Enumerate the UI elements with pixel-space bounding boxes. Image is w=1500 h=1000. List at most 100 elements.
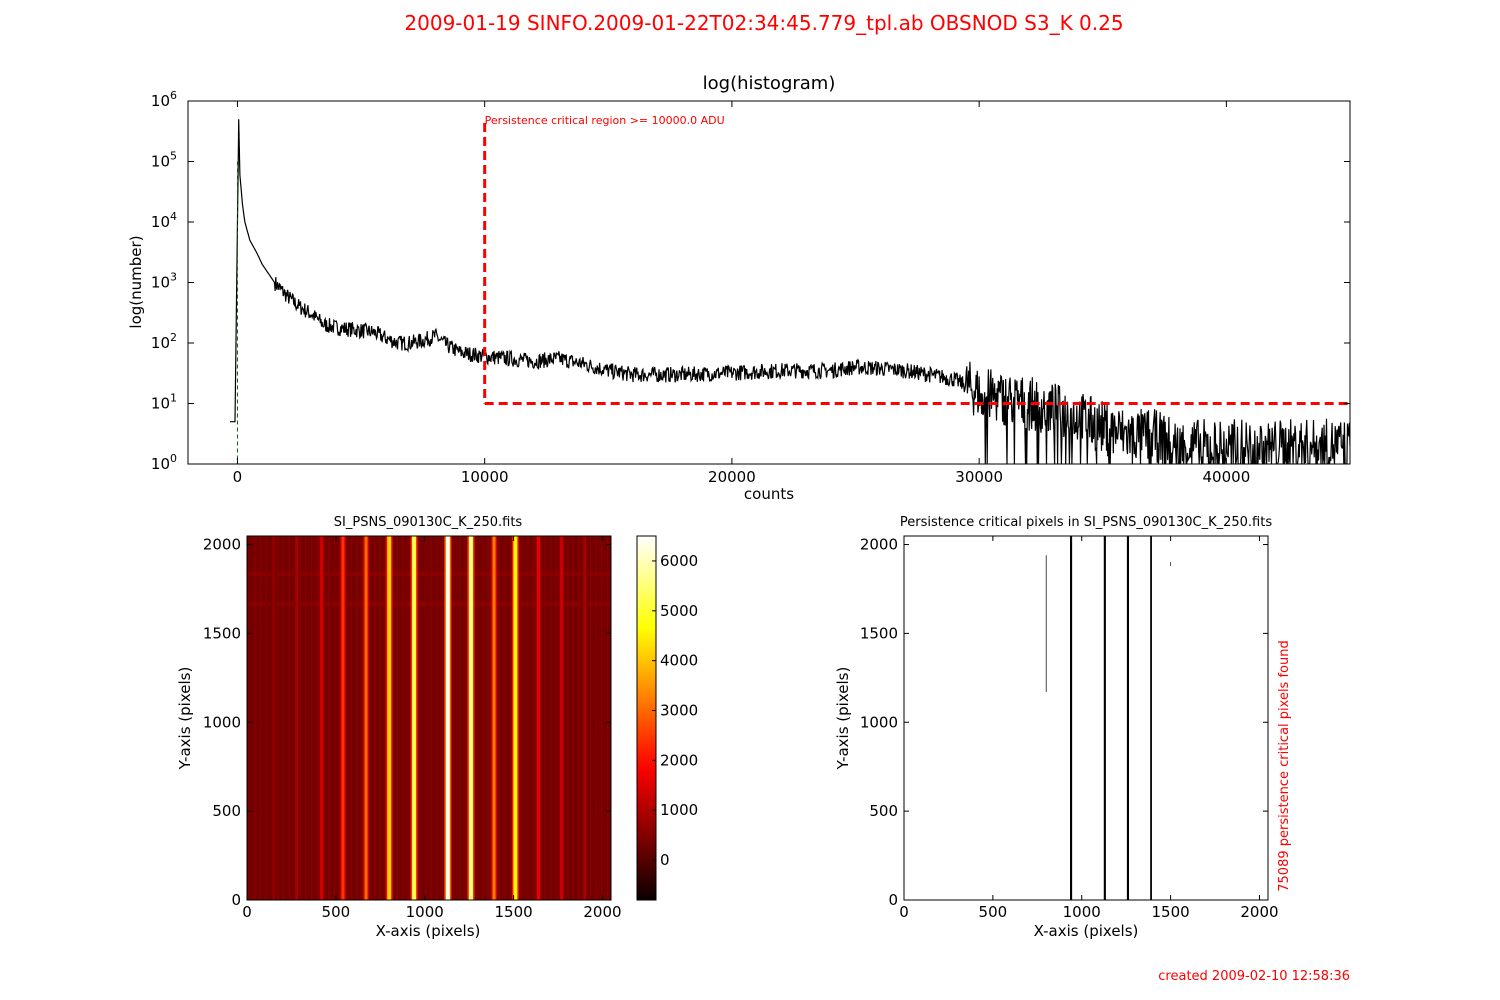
colorbar-tick-label: 3000: [660, 702, 698, 720]
faint-column: [328, 536, 330, 900]
faint-column: [356, 536, 358, 900]
x-tick-label: 30000: [955, 468, 1003, 486]
y-tick-label: 500: [869, 802, 898, 820]
faint-column: [276, 536, 279, 900]
colorbar-tick-label: 1000: [660, 801, 698, 819]
faint-column: [544, 536, 546, 900]
faint-column: [555, 536, 558, 900]
colorbar-tick-label: 4000: [660, 652, 698, 670]
faint-column: [578, 536, 580, 900]
faint-column: [384, 536, 387, 900]
bright-column: [560, 536, 564, 900]
faint-column: [419, 536, 421, 900]
bright-column: [341, 536, 345, 900]
faint-column: [453, 536, 455, 900]
faint-column: [481, 536, 484, 900]
faint-column: [265, 536, 267, 900]
plot-frame: [903, 535, 1269, 901]
faint-column: [254, 536, 256, 900]
bright-column: [295, 536, 299, 900]
critical-title: Persistence critical pixels in SI_PSNS_0…: [900, 515, 1272, 530]
y-tick-label: 101: [151, 392, 177, 413]
bright-column: [364, 536, 368, 900]
x-tick-label: 10000: [461, 468, 509, 486]
histogram-ylabel: log(number): [127, 235, 145, 328]
y-tick-label: 1500: [203, 624, 241, 642]
y-tick-label: 1500: [860, 624, 898, 642]
faint-column: [299, 536, 302, 900]
image-plot-area: 00 500 500 1000 1000 1500 1500 2000 2000: [203, 535, 622, 921]
image-panel: SI_PSNS_090130C_K_250.fits X-axis (pixel…: [176, 515, 698, 940]
y-tick-label: 106: [151, 89, 177, 110]
x-tick-label: 0: [233, 468, 243, 486]
faint-column: [521, 536, 523, 900]
faint-column: [475, 536, 478, 900]
faint-column: [373, 536, 376, 900]
figure-title: 2009-01-19 SINFO.2009-01-22T02:34:45.779…: [404, 11, 1123, 35]
critical-xlabel: X-axis (pixels): [1034, 922, 1139, 940]
histogram-plot-area: Persistence critical region >= 10000.0 A…: [151, 89, 1351, 486]
faint-column: [305, 536, 307, 900]
colorbar-tick-label: 2000: [660, 751, 698, 769]
critical-plot-area: 00 500 500 1000 1000 1500 1500 2000 2000: [860, 535, 1279, 921]
colorbar: 0 1000 2000 3000 4000 5000 6000: [636, 535, 698, 901]
y-tick-label: 2000: [860, 536, 898, 554]
faint-column: [282, 536, 285, 900]
bright-column: [272, 536, 276, 900]
faint-column: [259, 536, 262, 900]
faint-column: [572, 536, 575, 900]
faint-column: [396, 536, 398, 900]
faint-column: [589, 536, 592, 900]
faint-column: [498, 536, 501, 900]
y-tick-label: 104: [151, 210, 177, 231]
critical-ylabel: Y-axis (pixels): [834, 667, 852, 771]
horizontal-band: [247, 602, 611, 606]
bright-column: [468, 536, 473, 900]
critical-pixel-column: [1170, 562, 1171, 566]
bright-column: [320, 536, 324, 900]
x-tick-label: 1000: [1063, 903, 1101, 921]
x-tick-label: 500: [322, 903, 351, 921]
faint-column: [288, 536, 290, 900]
faint-column: [430, 536, 432, 900]
y-tick-label: 0: [888, 891, 898, 909]
faint-column: [407, 536, 410, 900]
faint-column: [527, 536, 529, 900]
bright-column: [492, 536, 496, 900]
x-tick-label: 1000: [406, 903, 444, 921]
faint-column: [504, 536, 506, 900]
faint-column: [310, 536, 313, 900]
x-tick-label: 0: [899, 903, 909, 921]
faint-column: [458, 536, 461, 900]
x-tick-label: 2000: [1240, 903, 1278, 921]
critical-background: [904, 536, 1268, 900]
image-title: SI_PSNS_090130C_K_250.fits: [334, 515, 523, 530]
x-tick-label: 40000: [1203, 468, 1251, 486]
histogram-panel: log(histogram) counts log(number) Persis…: [127, 73, 1351, 503]
faint-column: [316, 536, 319, 900]
y-tick-label: 103: [151, 271, 177, 292]
colorbar-tick-label: 6000: [660, 552, 698, 570]
y-tick-label: 100: [151, 452, 177, 473]
faint-column: [436, 536, 438, 900]
x-tick-label: 2000: [583, 903, 621, 921]
faint-column: [424, 536, 427, 900]
y-tick-label: 1000: [203, 713, 241, 731]
colorbar-tick-label: 5000: [660, 602, 698, 620]
critical-pixel-column: [1045, 555, 1047, 693]
created-timestamp: created 2009-02-10 12:58:36: [1158, 969, 1350, 984]
y-tick-label: 102: [151, 331, 177, 352]
bright-column: [536, 536, 540, 900]
y-tick-label: 500: [212, 802, 241, 820]
faint-column: [606, 536, 609, 900]
plot-frame: [246, 535, 612, 901]
critical-pixel-column: [1070, 536, 1073, 900]
bright-column: [513, 536, 518, 900]
y-tick-label: 105: [151, 150, 177, 171]
critical-pixel-column: [1126, 536, 1130, 900]
faint-column: [464, 536, 467, 900]
faint-column: [441, 536, 444, 900]
bright-column: [445, 536, 450, 900]
histogram-title: log(histogram): [703, 73, 836, 94]
